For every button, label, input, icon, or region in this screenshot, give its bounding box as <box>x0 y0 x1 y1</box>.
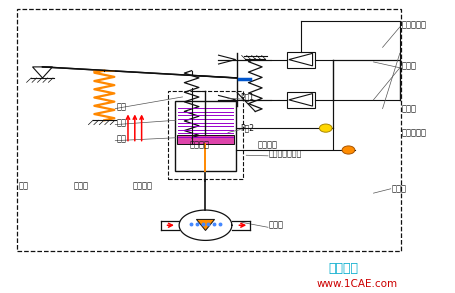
Polygon shape <box>179 210 231 240</box>
Text: P出2: P出2 <box>240 123 254 132</box>
Text: 功率放大器: 功率放大器 <box>401 129 426 138</box>
Bar <box>16 9 400 251</box>
Text: 波纹管: 波纹管 <box>73 181 88 190</box>
Text: 杠杆: 杠杆 <box>19 181 29 190</box>
Text: 气缸: 气缸 <box>116 103 126 112</box>
Polygon shape <box>161 221 179 230</box>
Polygon shape <box>32 67 52 78</box>
Text: 信号压力: 信号压力 <box>132 181 152 190</box>
Text: P出1: P出1 <box>240 92 254 101</box>
Circle shape <box>318 124 331 132</box>
Text: 调节阀: 调节阀 <box>268 221 283 230</box>
Text: 活塞式执行机构: 活塞式执行机构 <box>268 149 302 158</box>
Polygon shape <box>231 221 249 230</box>
Bar <box>286 92 314 108</box>
Text: 调零弹簧: 调零弹簧 <box>257 140 277 149</box>
Polygon shape <box>196 219 214 231</box>
Text: www.1CAE.com: www.1CAE.com <box>316 280 397 289</box>
Circle shape <box>341 146 354 154</box>
Text: 仿真在线: 仿真在线 <box>327 262 357 275</box>
Bar <box>176 135 234 144</box>
Text: 推杆: 推杆 <box>116 134 126 144</box>
Text: 上喷嘴: 上喷嘴 <box>401 62 416 71</box>
Text: 下喷嘴: 下喷嘴 <box>401 104 416 113</box>
Text: 定位器: 定位器 <box>391 184 406 193</box>
Text: 反馈弹簧: 反馈弹簧 <box>189 140 209 149</box>
Text: 功率放大器: 功率放大器 <box>401 21 426 30</box>
Text: 活塞: 活塞 <box>116 119 126 127</box>
Bar <box>167 91 243 178</box>
Bar <box>286 52 314 68</box>
Bar <box>174 101 236 171</box>
